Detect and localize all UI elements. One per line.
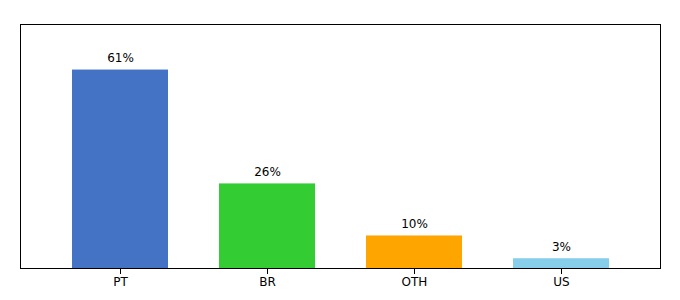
svg-text:26%: 26% — [254, 165, 281, 179]
svg-text:OTH: OTH — [402, 275, 428, 289]
svg-text:3%: 3% — [552, 240, 571, 254]
svg-text:BR: BR — [259, 275, 276, 289]
svg-text:61%: 61% — [107, 51, 134, 65]
svg-text:PT: PT — [113, 275, 128, 289]
svg-text:10%: 10% — [401, 217, 428, 231]
svg-text:US: US — [553, 275, 569, 289]
